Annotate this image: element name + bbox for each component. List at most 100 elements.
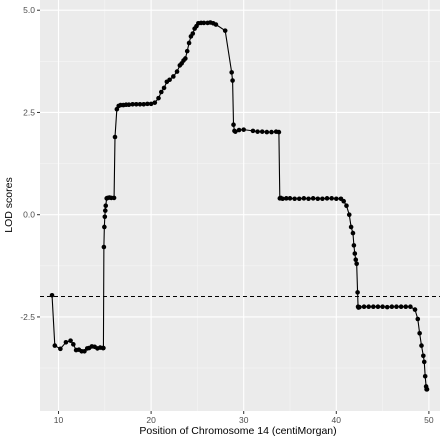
data-point <box>213 22 219 27</box>
data-point <box>354 261 359 267</box>
data-point <box>415 316 421 322</box>
data-point <box>236 127 242 133</box>
data-point <box>255 129 260 134</box>
y-tick-label: 0.0 <box>23 210 35 220</box>
data-point <box>357 304 362 310</box>
data-point <box>375 304 381 310</box>
data-point <box>52 343 58 348</box>
x-tick-label: 30 <box>239 415 249 425</box>
data-point <box>148 101 154 107</box>
data-point <box>269 129 274 135</box>
data-point <box>134 101 139 107</box>
y-tick-label: 5.0 <box>23 5 35 15</box>
data-point <box>301 196 307 201</box>
data-point <box>344 203 349 208</box>
data-point <box>320 196 325 202</box>
data-point <box>346 212 352 217</box>
data-point <box>101 345 106 351</box>
x-tick-label: 10 <box>54 415 64 425</box>
data-point <box>63 340 69 345</box>
data-point <box>58 346 63 352</box>
x-axis-title: Position of Chromosome 14 (centiMorgan) <box>139 425 336 437</box>
data-point <box>102 224 107 230</box>
minor-gridlines <box>40 0 440 411</box>
data-point <box>130 101 135 107</box>
data-point <box>161 85 167 91</box>
data-point <box>82 348 87 354</box>
data-point <box>229 70 234 75</box>
data-point <box>186 40 192 46</box>
data-point <box>422 373 428 379</box>
data-point <box>112 134 118 140</box>
data-point <box>417 331 422 336</box>
x-tick-label: 40 <box>332 415 342 425</box>
data-point <box>361 304 367 310</box>
data-point <box>137 101 143 107</box>
data-point <box>389 304 395 310</box>
data-point <box>71 342 76 347</box>
data-point <box>315 196 321 202</box>
data-point <box>159 89 164 95</box>
data-point <box>355 290 360 295</box>
x-tick-label: 50 <box>424 415 434 425</box>
data-point <box>111 195 117 201</box>
data-point <box>103 203 109 208</box>
data-point <box>384 304 390 310</box>
x-axis: 10 20 30 40 50 <box>54 411 434 425</box>
data-point <box>102 214 108 220</box>
data-point <box>421 353 426 359</box>
data-point <box>152 100 158 105</box>
data-point <box>184 48 190 54</box>
data-point <box>276 129 282 135</box>
data-point <box>380 304 385 310</box>
x-tick-label: 20 <box>146 415 156 425</box>
data-point <box>259 129 265 134</box>
data-point <box>419 343 424 348</box>
data-point <box>145 101 150 107</box>
data-point <box>287 196 293 201</box>
data-point <box>222 28 228 33</box>
data-point <box>341 198 347 204</box>
series-layer <box>49 20 430 392</box>
data-point <box>324 196 330 201</box>
major-gridlines <box>40 0 440 411</box>
y-tick-label: -2.5 <box>20 312 35 322</box>
y-tick-label: 2.5 <box>23 107 35 117</box>
data-point <box>394 304 399 310</box>
data-point <box>424 387 430 392</box>
data-point <box>167 77 172 83</box>
data-point <box>230 78 235 83</box>
data-point <box>296 196 302 202</box>
y-axis: -2.5 0.0 2.5 5.0 <box>20 5 40 322</box>
data-point <box>292 196 297 202</box>
data-point <box>351 243 357 248</box>
data-point <box>352 251 358 256</box>
data-point <box>412 307 418 312</box>
data-point <box>68 338 73 343</box>
data-point <box>156 95 161 101</box>
data-point <box>403 304 409 310</box>
data-point <box>329 196 334 201</box>
data-point <box>371 304 376 310</box>
data-point <box>126 102 132 107</box>
data-point <box>264 129 270 135</box>
data-point <box>190 31 196 36</box>
data-point <box>241 127 246 132</box>
data-point <box>284 196 289 201</box>
data-point <box>201 20 207 26</box>
data-point <box>350 230 356 236</box>
data-point <box>398 304 404 310</box>
data-point <box>101 244 107 250</box>
data-point <box>231 122 236 128</box>
data-point <box>408 304 413 310</box>
data-point <box>141 101 146 107</box>
data-point <box>49 292 55 298</box>
data-point <box>348 224 354 230</box>
data-point <box>334 196 339 202</box>
data-point <box>280 196 285 202</box>
data-point <box>421 359 427 365</box>
data-point <box>171 74 176 79</box>
data-point <box>233 129 238 134</box>
data-point <box>353 257 359 262</box>
